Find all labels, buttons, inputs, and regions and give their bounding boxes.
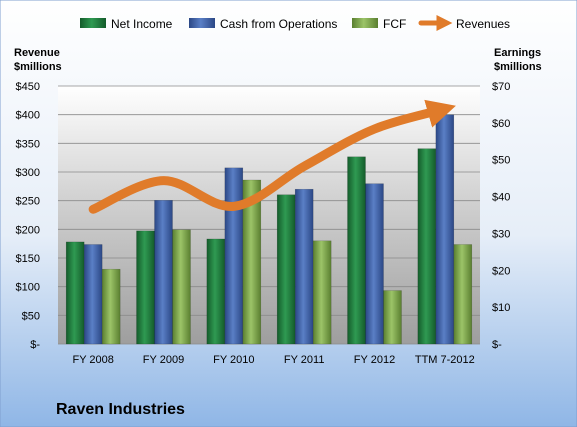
right-tick-label: $50	[492, 155, 510, 167]
right-axis-title-line1: Earnings	[494, 47, 541, 59]
legend-label-revenues: Revenues	[456, 17, 510, 31]
right-tick-label: $20	[492, 265, 510, 277]
bar-cash-from-operations	[224, 167, 244, 345]
right-tick-label: $60	[492, 118, 510, 130]
left-tick-label: $250	[16, 196, 40, 208]
right-axis-ticks: $- $10 $20 $30 $40 $50 $60 $70	[492, 81, 510, 351]
bar-net-income	[276, 194, 296, 345]
right-tick-label: $40	[492, 192, 510, 204]
bar-cash-from-operations	[83, 244, 103, 345]
right-tick-label: $-	[492, 339, 502, 351]
bar-fcf	[172, 229, 191, 345]
left-tick-label: $450	[16, 81, 40, 93]
legend-swatch-fcf	[352, 18, 378, 28]
line-revenues	[88, 99, 456, 214]
right-tick-label: $70	[492, 81, 510, 93]
left-tick-label: $400	[16, 110, 40, 122]
left-tick-label: $300	[16, 167, 40, 179]
left-tick-label: $-	[30, 339, 40, 351]
bar-net-income	[206, 238, 226, 345]
gridlines	[58, 85, 480, 345]
right-tick-label: $10	[492, 302, 510, 314]
bar-fcf	[101, 268, 121, 345]
revenue-line-group	[88, 99, 456, 214]
category-label: FY 2011	[284, 354, 325, 366]
bar-fcf	[453, 244, 473, 345]
left-axis-title-line2: $millions	[14, 61, 62, 73]
bar-cash-from-operations	[154, 200, 173, 345]
right-tick-label: $30	[492, 228, 510, 240]
legend-swatch-net-income	[80, 18, 106, 28]
bar-net-income	[136, 230, 155, 345]
right-axis-title-line2: $millions	[494, 61, 542, 73]
bar-net-income	[65, 241, 85, 345]
bar-fcf	[383, 290, 402, 345]
bar-net-income	[347, 156, 366, 345]
left-tick-label: $200	[16, 224, 40, 236]
category-labels: FY 2008 FY 2009 FY 2010 FY 2011 FY 2012 TTM 7…	[72, 354, 474, 366]
bar-fcf	[312, 240, 332, 345]
legend-label-cash-from-operations: Cash from Operations	[220, 17, 337, 31]
left-tick-label: $350	[16, 138, 40, 150]
category-label: FY 2012	[354, 354, 395, 366]
left-tick-label: $100	[16, 282, 40, 294]
category-label: FY 2008	[72, 354, 113, 366]
legend-label-fcf: FCF	[383, 17, 406, 31]
plot-area	[58, 86, 480, 344]
company-name: Raven Industries	[56, 401, 185, 418]
bar-cash-from-operations	[294, 188, 314, 345]
left-axis-title-line1: Revenue	[14, 47, 60, 59]
legend-swatch-cash-from-operations	[189, 18, 215, 28]
bars-group	[65, 114, 473, 345]
bar-cash-from-operations	[365, 183, 384, 345]
category-label: TTM 7-2012	[415, 354, 475, 366]
category-label: FY 2009	[143, 354, 184, 366]
bar-fcf	[242, 179, 262, 345]
left-axis-ticks: $- $50 $100 $150 $200 $250 $300 $350 $400 $450	[16, 81, 41, 351]
left-tick-label: $50	[22, 310, 40, 322]
left-tick-label: $150	[16, 253, 40, 265]
legend-label-net-income: Net Income	[111, 17, 173, 31]
bar-cash-from-operations	[435, 114, 455, 345]
legend: Net Income Cash from Operations FCF Reve…	[80, 14, 510, 32]
category-label: FY 2010	[213, 354, 254, 366]
bar-net-income	[417, 148, 437, 345]
